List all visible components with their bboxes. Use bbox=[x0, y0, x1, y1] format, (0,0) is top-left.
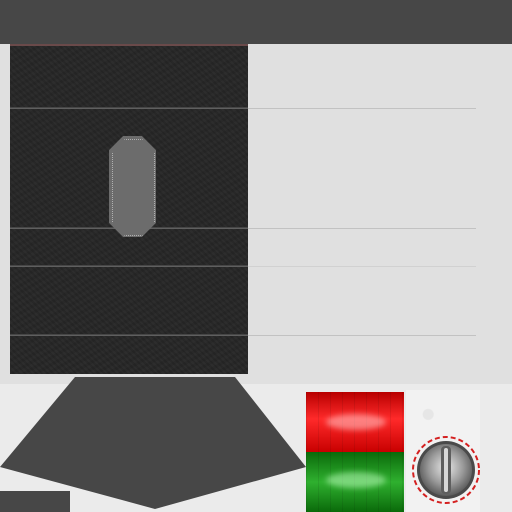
dark-trapezoid-shape bbox=[0, 377, 306, 509]
pill-stitching bbox=[112, 139, 155, 236]
red-indicator-button bbox=[306, 392, 404, 452]
pill-slot bbox=[109, 136, 156, 237]
panel-seam bbox=[10, 334, 248, 336]
seam-line bbox=[248, 108, 476, 109]
top-bar-edge bbox=[10, 44, 248, 46]
top-bar bbox=[0, 0, 512, 44]
seam-line bbox=[248, 266, 476, 267]
panel-seam bbox=[10, 265, 248, 267]
seam-line bbox=[248, 335, 476, 336]
dial-knob-icon bbox=[412, 436, 480, 504]
panel-seam bbox=[10, 107, 248, 109]
dark-leather-panel bbox=[10, 46, 248, 374]
dark-corner-block bbox=[0, 491, 70, 512]
seam-line bbox=[248, 228, 476, 229]
green-indicator-button bbox=[306, 452, 404, 512]
